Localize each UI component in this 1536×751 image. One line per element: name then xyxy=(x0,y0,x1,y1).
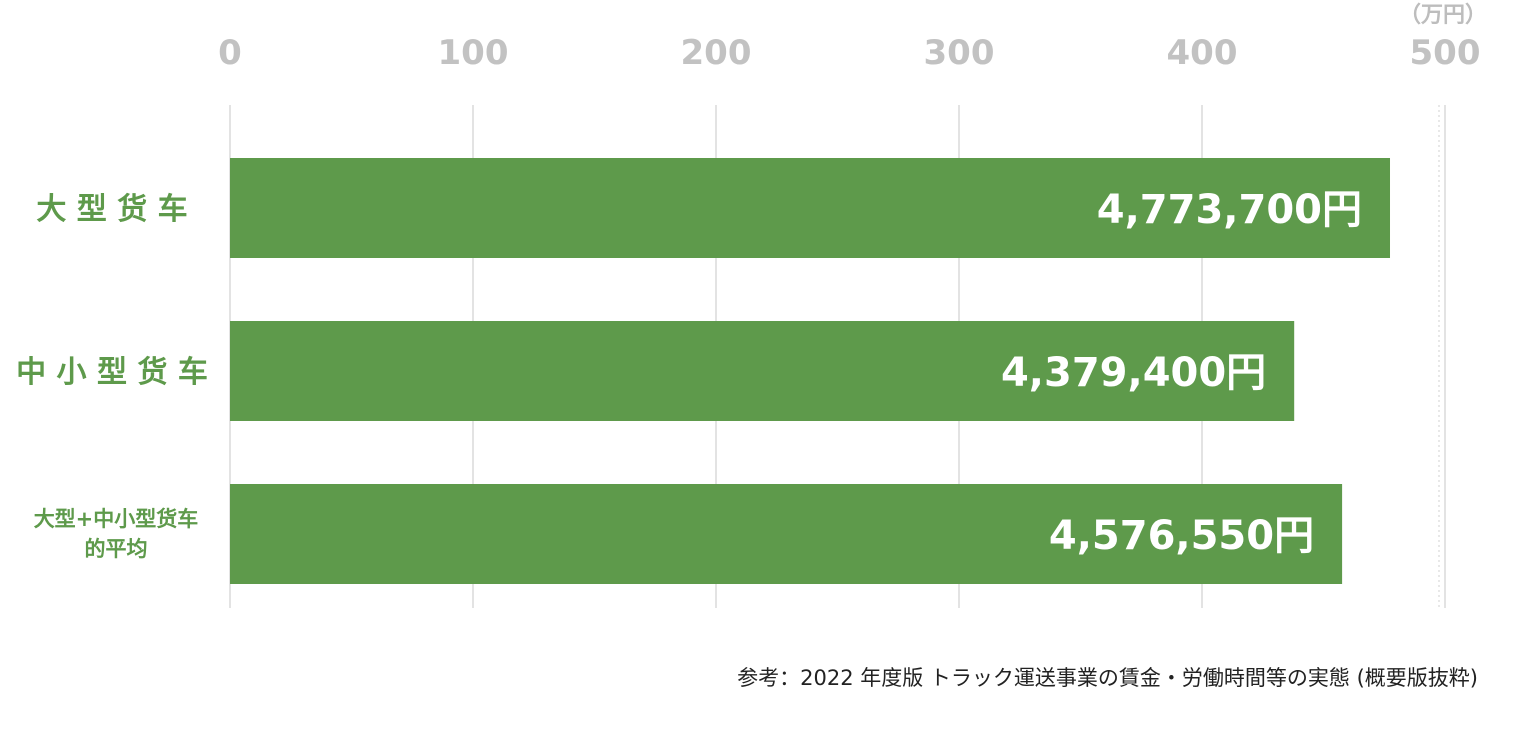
x-tick-label-0: 0 xyxy=(218,33,242,73)
x-tick-label-500: 500 xyxy=(1410,33,1481,73)
value-label-1: 4,379,400円 xyxy=(1001,350,1266,396)
value-label-2: 4,576,550円 xyxy=(1049,513,1314,559)
bar-1 xyxy=(230,321,1295,421)
x-tick-label-100: 100 xyxy=(438,33,509,73)
value-label-0: 4,773,700円 xyxy=(1097,187,1362,233)
category-label-0: 大 型 货 车 xyxy=(36,192,187,227)
x-tick-label-300: 300 xyxy=(924,33,995,73)
x-axis-unit-label: （万円） xyxy=(1399,3,1487,28)
x-tick-label-400: 400 xyxy=(1167,33,1238,73)
bars xyxy=(230,158,1391,584)
bar-0 xyxy=(230,158,1391,258)
x-axis-ticks: 0 100 200 300 400 500 xyxy=(218,33,1480,73)
category-label-1: 中 小 型 货 车 xyxy=(16,355,208,390)
source-note: 参考：2022 年度版 トラック運送事業の賃金・労働時間等の実態 (概要版抜粋) xyxy=(737,666,1478,690)
category-label-2-line-1: 的平均 xyxy=(85,537,148,561)
category-label-2-line-0: 大型+中小型货车 xyxy=(34,507,199,531)
x-tick-label-200: 200 xyxy=(681,33,752,73)
bar-2 xyxy=(230,484,1343,584)
value-labels: 4,773,700円 4,379,400円 4,576,550円 xyxy=(1001,187,1362,559)
